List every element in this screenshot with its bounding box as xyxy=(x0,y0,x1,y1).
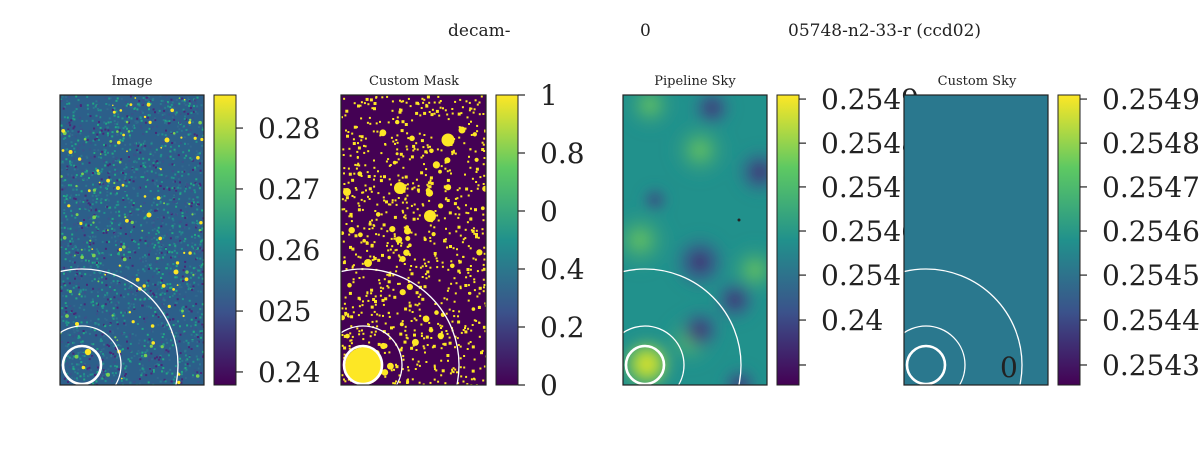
colorbar-3-tick-label-1: 0.2548 xyxy=(1102,127,1200,160)
colorbar-3-tick-label-6: 0.2543 xyxy=(1102,349,1200,382)
colorbar-1-tick-label-2: 0 xyxy=(540,195,558,228)
figure-title-part-1: decam- xyxy=(448,21,511,41)
panel-image xyxy=(60,95,204,385)
colorbar-2-tick-label-3: 0.2546 xyxy=(821,215,919,248)
panel-custom-mask-frame xyxy=(340,94,487,386)
colorbar-2-tick-label-5: 0.24 xyxy=(821,304,883,337)
aperture-circle-2 xyxy=(623,325,685,385)
colorbar-3 xyxy=(1057,94,1081,386)
image-sources xyxy=(60,97,204,385)
aperture-circle-3 xyxy=(60,268,179,385)
aperture-circle-3 xyxy=(341,268,460,385)
colorbar-1 xyxy=(495,94,519,386)
colorbar-0-tick-label-4: 0.24 xyxy=(258,356,320,389)
aperture-circle-3 xyxy=(623,268,742,385)
colorbar-2 xyxy=(776,94,800,386)
colorbar-2-tick-label-1: 0.2548 xyxy=(821,127,919,160)
panel-custom-mask xyxy=(341,95,486,385)
colorbar-2-tick-label-4: 0.2545 xyxy=(821,259,919,292)
colorbar-2-tick-label-0: 0.2549 xyxy=(821,83,919,116)
colorbar-3-tick-label-2: 0.2547 xyxy=(1102,171,1200,204)
panel-title-custom-sky: Custom Sky xyxy=(937,74,1017,89)
panel-image-frame xyxy=(59,94,205,386)
image-noise xyxy=(60,95,204,385)
mask-pixels xyxy=(341,95,486,385)
sky-structure xyxy=(623,95,767,385)
aperture-circle-1 xyxy=(342,344,384,385)
colorbar-0-tick-label-3: 025 xyxy=(258,295,311,328)
aperture-circle-3 xyxy=(904,268,1023,385)
aperture-circle-1 xyxy=(905,344,947,385)
panel-title-image: Image xyxy=(111,74,153,89)
figure-title-part-3: 05748-n2-33-r (ccd02) xyxy=(788,21,982,41)
aperture-circle-2 xyxy=(904,325,966,385)
colorbar-1-tick-label-4: 0.2 xyxy=(540,311,585,344)
aperture-circle-1 xyxy=(624,344,666,385)
colorbar-1-tick-label-0: 1 xyxy=(540,79,558,112)
mask-blobs xyxy=(341,119,486,385)
panel-custom-sky-frame xyxy=(903,94,1049,386)
colorbar-0-tick-label-1: 0.27 xyxy=(258,173,320,206)
colorbar-0 xyxy=(213,94,237,386)
panel-title-custom-mask: Custom Mask xyxy=(368,74,460,89)
colorbar-0-tick-label-0: 0.28 xyxy=(258,112,320,145)
figure-title-part-2: 0 xyxy=(640,21,651,41)
panel-pipeline-sky-frame xyxy=(622,94,768,386)
colorbar-3-tick-label-3: 0.2546 xyxy=(1102,215,1200,248)
colorbar-3-tick-label-0: 0.2549 xyxy=(1102,83,1200,116)
colorbar-2-tick-label-2: 0.2547 xyxy=(821,171,919,204)
aperture-circle-2 xyxy=(60,325,122,385)
panel-custom-sky xyxy=(904,95,1048,385)
sky-dot xyxy=(737,218,741,222)
panel-title-pipeline-sky: Pipeline Sky xyxy=(654,74,736,89)
aperture-circle-1 xyxy=(61,344,103,385)
colorbar-1-tick-label-5: 0 xyxy=(540,369,558,402)
aperture-circle-2 xyxy=(341,325,403,385)
colorbar-3-tick-label-5: 0.2544 xyxy=(1102,304,1200,337)
colorbar-0-tick-label-2: 0.26 xyxy=(258,234,320,267)
custom-sky-fill xyxy=(904,95,1048,385)
custom-sky-annotation: 0 xyxy=(1000,351,1018,384)
panel-pipeline-sky xyxy=(623,95,767,385)
colorbar-3-tick-label-4: 0.2545 xyxy=(1102,259,1200,292)
colorbar-1-tick-label-3: 0.4 xyxy=(540,253,585,286)
colorbar-1-tick-label-1: 0.8 xyxy=(540,137,585,170)
